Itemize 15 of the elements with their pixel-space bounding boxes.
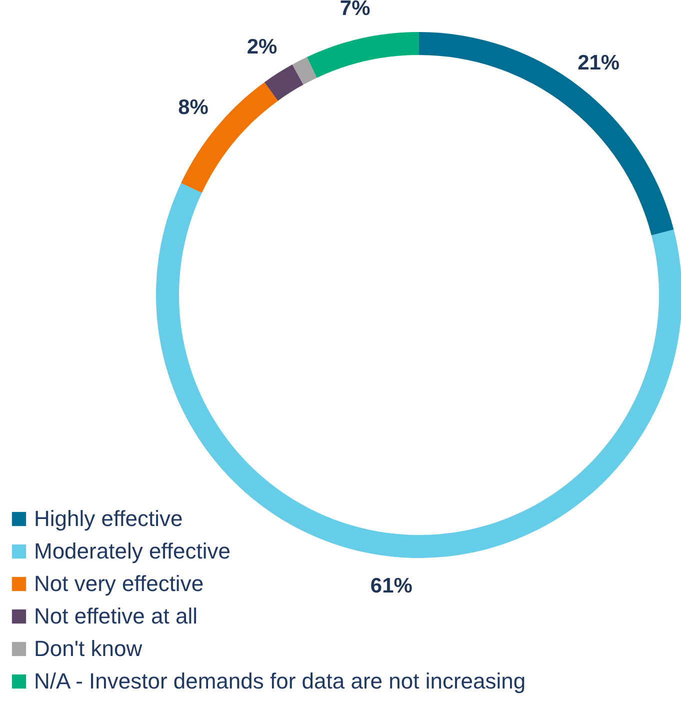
legend-label: Not effetive at all (34, 604, 198, 628)
data-label: 61% (370, 574, 413, 598)
legend-label: Don't know (34, 636, 142, 661)
donut-slice (307, 32, 419, 78)
data-label: 7% (340, 0, 371, 20)
data-label: 8% (178, 96, 209, 120)
legend-label: Not very effective (34, 571, 204, 596)
donut-slice (419, 32, 674, 236)
data-label: 21% (578, 51, 620, 74)
data-label: 2% (246, 36, 278, 59)
legend-label: N/A - Investor demands for data are not increasing (34, 668, 526, 694)
donut-slice (292, 57, 317, 85)
donut-slice (264, 64, 304, 101)
legend-label: Highly effective (34, 506, 183, 531)
legend-label: Moderately effective (34, 538, 230, 564)
